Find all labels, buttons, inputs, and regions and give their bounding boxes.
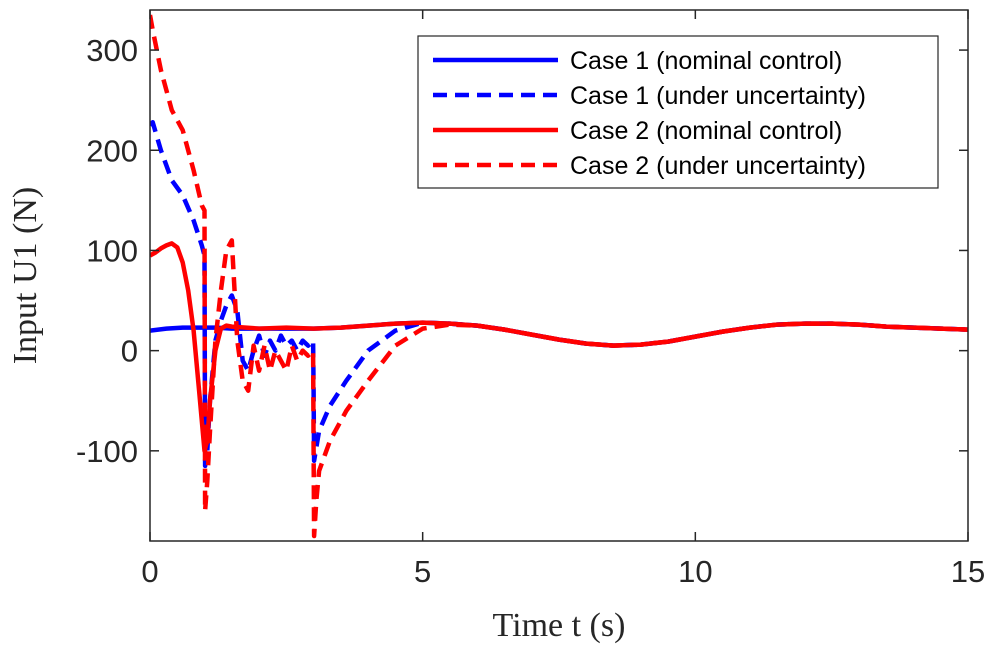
y-tick-label: 100 <box>86 233 138 268</box>
legend-label-4: Case 2 (under uncertainty) <box>570 152 866 180</box>
y-tick-label: 300 <box>86 33 138 68</box>
x-axis: 0 5 10 15 <box>141 10 985 589</box>
x-tick-label: 15 <box>951 554 985 589</box>
y-axis: -100 0 100 200 300 <box>76 33 968 469</box>
y-tick-label: -100 <box>76 434 138 469</box>
legend: Case 1 (nominal control) Case 1 (under un… <box>417 35 939 189</box>
series-line-4 <box>150 14 968 539</box>
y-tick-label: 200 <box>86 133 138 168</box>
x-tick-label: 5 <box>414 554 431 589</box>
legend-label-3: Case 2 (nominal control) <box>570 117 842 145</box>
legend-label-1: Case 1 (nominal control) <box>570 47 842 75</box>
x-tick-label: 0 <box>141 554 158 589</box>
series-layer <box>150 14 968 539</box>
x-axis-label: Time t (s) <box>493 607 626 644</box>
axes-frame <box>149 9 969 542</box>
y-tick-label: 0 <box>121 334 138 369</box>
y-axis-label: Input U1 (N) <box>7 187 44 365</box>
x-tick-label: 10 <box>678 554 712 589</box>
legend-label-2: Case 1 (under uncertainty) <box>570 82 866 110</box>
